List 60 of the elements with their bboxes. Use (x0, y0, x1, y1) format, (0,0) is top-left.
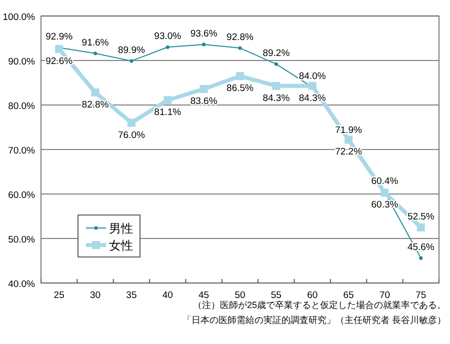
x-tick-label: 30 (90, 290, 101, 301)
point (127, 118, 136, 127)
point (202, 42, 206, 46)
x-tick-label: 55 (270, 290, 282, 301)
data-label: 92.8% (226, 32, 254, 44)
data-label: 93.0% (154, 31, 182, 42)
y-tick-label: 100.0% (2, 12, 36, 23)
legend-label: 男性 (109, 222, 133, 236)
legend-label: 女性 (109, 238, 133, 252)
y-tick-label: 50.0% (8, 234, 36, 246)
data-label: 60.4% (371, 176, 399, 188)
data-label: 89.9% (118, 44, 146, 56)
data-label: 92.6% (46, 56, 74, 67)
point (91, 88, 100, 97)
point (380, 188, 389, 197)
point (238, 46, 242, 50)
data-label: 86.5% (226, 83, 254, 94)
point (166, 45, 170, 49)
data-label: 71.9% (335, 125, 363, 136)
y-tick-label: 80.0% (8, 101, 36, 112)
text: （注）医師が25歳で卒業すると仮定した場合の就業率である。 (192, 300, 446, 310)
point (419, 256, 423, 260)
point (130, 59, 134, 63)
point (344, 136, 353, 144)
point (272, 82, 280, 90)
x-tick-label: 35 (126, 290, 137, 301)
y-tick-label: 60.0% (8, 190, 36, 201)
x-tick-label: 70 (379, 290, 390, 301)
data-label: 82.8% (82, 100, 110, 111)
y-tick-label: 90.0% (8, 56, 36, 68)
point (93, 52, 98, 56)
x-tick-label: 50 (234, 290, 246, 301)
data-label: 89.2% (262, 48, 290, 60)
data-label: 72.2% (335, 146, 363, 158)
x-tick-label: 60 (307, 290, 318, 301)
x-tick-label: 40 (162, 290, 173, 301)
x-tick-label: 75 (416, 290, 426, 301)
text: 「日本の医師需給の実証的調査研究」（主任研究者 長谷川敏彦） (182, 315, 446, 325)
data-label: 76.0% (118, 130, 146, 141)
data-label: 81.1% (154, 107, 182, 118)
data-label: 84.3% (262, 92, 290, 104)
y-tick-label: 40.0% (8, 279, 36, 290)
point (308, 82, 316, 90)
point (164, 96, 172, 104)
data-label: 52.5% (407, 211, 435, 222)
y-tick-label: 70.0% (8, 146, 36, 156)
data-label: 84.0% (298, 71, 326, 82)
data-label: 83.6% (190, 96, 218, 107)
data-label: 84.3% (298, 92, 326, 104)
data-label: 92.9% (46, 32, 74, 43)
point (55, 44, 64, 53)
data-label: 91.6% (82, 37, 110, 48)
x-tick-label: 25 (54, 290, 64, 301)
x-tick-label: 45 (198, 290, 210, 301)
point (416, 223, 425, 232)
x-tick-label: 65 (343, 290, 354, 301)
point (236, 72, 244, 80)
point (200, 84, 208, 93)
point (274, 62, 278, 66)
data-label: 93.6% (190, 28, 218, 40)
